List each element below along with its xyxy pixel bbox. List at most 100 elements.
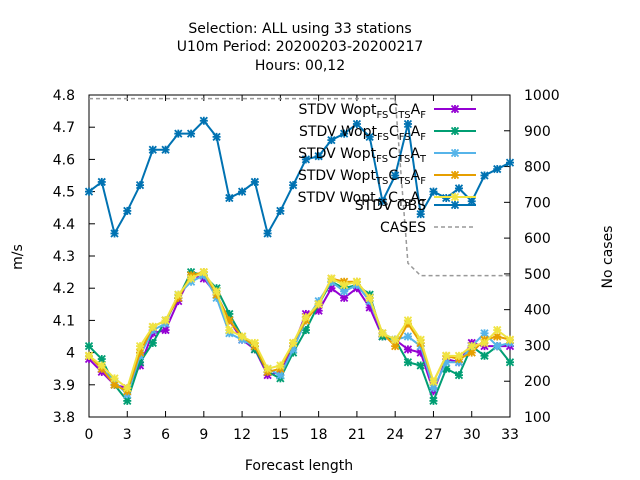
legend-text-part: T bbox=[419, 154, 427, 165]
legend-text-part: A bbox=[410, 190, 420, 206]
series-4-point bbox=[429, 377, 438, 386]
series-5-point bbox=[288, 181, 298, 190]
legend-text-part: FS bbox=[399, 132, 411, 143]
axes: 0 3 6 9 12 15 18 21 24 27 30 33 3.8 3.9 4 4.1 4.2 4.3 4.4 4… bbox=[53, 88, 560, 443]
series-4-line bbox=[88, 270, 511, 390]
series-4-point bbox=[276, 361, 285, 370]
series-5-point bbox=[174, 129, 183, 138]
series-4-point bbox=[84, 351, 94, 360]
series-2-point bbox=[480, 329, 489, 338]
series-5-point bbox=[493, 164, 502, 174]
series-4-point bbox=[110, 374, 119, 383]
y-tick-label: 4.4 bbox=[53, 217, 75, 233]
series-5-point bbox=[403, 119, 413, 129]
x-tick-label: 15 bbox=[271, 427, 289, 443]
series-4-point bbox=[263, 364, 272, 373]
series-4-point bbox=[97, 361, 106, 370]
series-5-point bbox=[97, 177, 106, 187]
series-0-point bbox=[450, 104, 460, 114]
series-2-line bbox=[88, 273, 511, 397]
series-5-point bbox=[314, 152, 323, 161]
series-5-point bbox=[340, 129, 349, 138]
y-tick-label: 4.6 bbox=[53, 152, 75, 168]
y-tick-label: 4.2 bbox=[53, 281, 75, 297]
series-4-point bbox=[493, 325, 502, 335]
series-1-point bbox=[480, 351, 489, 360]
legend-text-part: F bbox=[420, 110, 426, 121]
legend-text-part: FS bbox=[376, 154, 388, 165]
title-line-3: Hours: 00,12 bbox=[255, 58, 345, 74]
series-2-point bbox=[403, 332, 413, 341]
series-1-point bbox=[123, 396, 132, 406]
y2-tick-label: 600 bbox=[524, 231, 551, 247]
series-5-point bbox=[148, 145, 157, 154]
series-3-point bbox=[391, 342, 400, 351]
legend-text-part: TS bbox=[397, 154, 410, 165]
series-1-point bbox=[450, 126, 460, 136]
series-4-point bbox=[416, 335, 425, 344]
x-tick-label: 6 bbox=[161, 427, 170, 443]
series-5-point bbox=[450, 200, 460, 210]
series-4-point bbox=[237, 332, 247, 341]
series-5-point bbox=[352, 119, 362, 129]
x-tick-label: 3 bbox=[123, 427, 132, 443]
series-5-point bbox=[263, 229, 272, 238]
series-5-point bbox=[365, 132, 374, 141]
series-4-point bbox=[467, 342, 476, 351]
legend-entry-1: STDV WoptFSCFSAF bbox=[299, 124, 476, 143]
legend-entry-6: CASES bbox=[380, 220, 476, 236]
series-4-point bbox=[123, 383, 132, 393]
y2-tick-label: 200 bbox=[524, 374, 551, 390]
x-tick-label: 21 bbox=[348, 427, 366, 443]
series-5-point bbox=[442, 193, 451, 203]
series-4-point bbox=[505, 335, 515, 344]
series-4-point bbox=[454, 351, 464, 360]
title-line-2: U10m Period: 20200203-20200217 bbox=[177, 39, 424, 55]
series-5-point bbox=[454, 184, 464, 193]
series-5-point bbox=[327, 135, 336, 145]
legend-text-part: TS bbox=[375, 198, 388, 209]
series-4-point bbox=[442, 351, 451, 360]
series-4-point bbox=[340, 280, 349, 290]
series-1-point bbox=[505, 358, 515, 367]
y-tick-label: 4.8 bbox=[53, 88, 75, 104]
series-5-point bbox=[250, 177, 259, 187]
series-4-point bbox=[391, 335, 400, 344]
series-5-point bbox=[186, 129, 196, 138]
y-tick-label: 3.8 bbox=[53, 410, 75, 426]
series-1-point bbox=[429, 396, 438, 406]
legend-label: STDV WoptTSCTSAF bbox=[298, 168, 426, 187]
series-5-point bbox=[135, 181, 145, 190]
series-5-point bbox=[416, 210, 425, 219]
y-tick-label: 4.1 bbox=[53, 313, 75, 329]
series-4-point bbox=[288, 338, 298, 348]
series-1-line bbox=[88, 270, 511, 404]
y2-tick-label: 900 bbox=[524, 124, 551, 140]
series-4-point bbox=[403, 316, 413, 325]
legend-text-part: TS bbox=[397, 198, 410, 209]
series-4-point bbox=[186, 274, 196, 283]
chart-title: Selection: ALL using 33 stations U10m Pe… bbox=[177, 21, 424, 74]
y2-tick-label: 300 bbox=[524, 338, 551, 354]
y2-axis-label: No cases bbox=[600, 226, 616, 289]
series-5-point bbox=[237, 187, 247, 196]
legend-text-part: FS bbox=[377, 132, 389, 143]
x-tick-label: 18 bbox=[310, 427, 328, 443]
legend-text-part: A bbox=[410, 146, 420, 162]
series-5-point bbox=[505, 158, 515, 167]
series-layer bbox=[84, 97, 515, 406]
series-1-point bbox=[403, 358, 413, 367]
series-5-point bbox=[480, 171, 489, 180]
series-4-point bbox=[450, 192, 460, 202]
series-5-point bbox=[212, 132, 221, 141]
series-5-point bbox=[84, 187, 94, 196]
legend-text-part: A bbox=[411, 102, 421, 118]
series-3-point bbox=[450, 170, 460, 180]
series-5-point bbox=[301, 155, 311, 164]
legend-entry-2: STDV WoptFSCTSAT bbox=[298, 146, 476, 165]
title-line-1: Selection: ALL using 33 stations bbox=[188, 21, 411, 37]
series-4-point bbox=[250, 338, 259, 348]
legend-entry-5: STDV OBS bbox=[355, 198, 476, 214]
legend-text-part: STDV Wopt bbox=[299, 124, 377, 140]
